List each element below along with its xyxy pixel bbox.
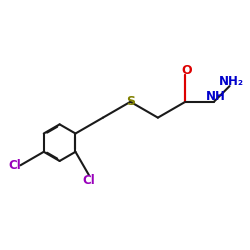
Text: O: O xyxy=(181,64,192,76)
Text: NH₂: NH₂ xyxy=(219,75,244,88)
Text: S: S xyxy=(126,95,135,108)
Text: NH: NH xyxy=(206,90,226,102)
Text: Cl: Cl xyxy=(82,174,95,187)
Text: Cl: Cl xyxy=(8,159,21,172)
